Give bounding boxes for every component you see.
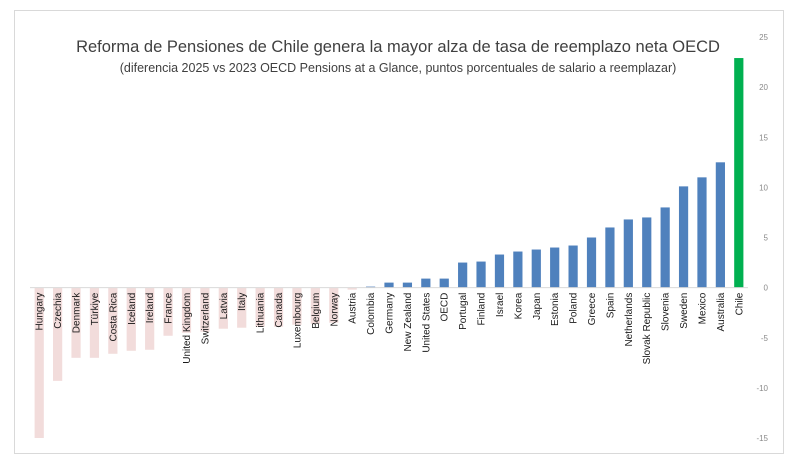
y-tick-label: 10 — [759, 183, 768, 192]
bar-luxembourg — [292, 287, 302, 325]
category-label-portugal: Portugal — [458, 293, 469, 330]
bar-lithuania — [255, 287, 265, 327]
y-tick-label: 0 — [764, 284, 769, 293]
bar-poland — [568, 245, 578, 288]
category-label-chile: Chile — [734, 292, 745, 315]
category-labels: Hungary Czechia Denmark Türkiye Costa Rica Ic… — [35, 292, 746, 365]
category-label-belgium: Belgium — [311, 293, 322, 329]
bar-norway — [329, 287, 339, 323]
category-label-slovak-republic: Slovak Republic — [642, 293, 653, 365]
category-label-sweden: Sweden — [679, 293, 690, 329]
category-label-finland: Finland — [477, 293, 488, 326]
bar-ireland — [145, 287, 155, 350]
y-tick-label: -10 — [756, 384, 768, 393]
category-label-new-zealand: New Zealand — [403, 293, 414, 352]
bar-mexico — [697, 177, 707, 288]
category-label-poland: Poland — [569, 293, 580, 324]
bar-chile — [734, 58, 744, 288]
category-label-slovenia: Slovenia — [661, 292, 672, 331]
bar-germany — [384, 282, 394, 288]
bar-latvia — [218, 287, 228, 329]
category-label-united-states: United States — [421, 293, 432, 353]
y-tick-label: -15 — [756, 434, 768, 443]
bar-hungary — [34, 287, 44, 439]
bar-slovenia — [660, 207, 670, 288]
bar-japan — [531, 249, 541, 288]
category-label-japan: Japan — [532, 293, 543, 320]
y-tick-label: 15 — [759, 133, 768, 142]
category-label-austria: Austria — [348, 292, 359, 324]
category-label-greece: Greece — [587, 292, 598, 325]
bar-spain — [605, 227, 615, 288]
category-label-canada: Canada — [274, 292, 285, 327]
category-label-mexico: Mexico — [697, 292, 708, 324]
category-label-lithuania: Lithuania — [256, 292, 267, 333]
category-label-netherlands: Netherlands — [624, 293, 635, 347]
category-label-costa-rica: Costa Rica — [108, 292, 119, 341]
bar-united-kingdom — [181, 287, 192, 333]
category-label-norway: Norway — [329, 293, 340, 327]
bar-switzerland — [200, 287, 210, 332]
category-label-italy: Italy — [237, 293, 248, 311]
category-label-united-kingdom: United Kingdom — [182, 293, 193, 364]
category-label-australia: Australia — [716, 292, 727, 331]
category-label-luxembourg: Luxembourg — [292, 293, 303, 349]
bar-greece — [586, 237, 597, 288]
bar-belgium — [310, 287, 320, 324]
category-label-latvia: Latvia — [219, 292, 230, 319]
bar-finland — [476, 261, 486, 288]
bar-united-states — [421, 278, 431, 288]
bar-austria — [347, 287, 357, 290]
bar-sweden — [678, 186, 689, 288]
chart-subtitle: (diferencia 2025 vs 2023 OECD Pensions a… — [119, 61, 677, 75]
category-label-denmark: Denmark — [72, 292, 83, 334]
bar-denmark — [71, 287, 81, 358]
category-label-korea: Korea — [513, 292, 524, 319]
bar-new-zealand — [402, 282, 413, 288]
chart-frame — [14, 10, 784, 454]
category-label-spain: Spain — [605, 293, 616, 319]
bar-canada — [273, 287, 284, 327]
bar-costa-rica — [108, 287, 118, 354]
chart-title: Reforma de Pensiones de Chile genera la … — [76, 38, 720, 56]
category-label-france: France — [164, 292, 175, 324]
bar-iceland — [126, 287, 136, 351]
category-label-hungary: Hungary — [35, 293, 46, 331]
bar-israel — [494, 254, 505, 288]
bar-france — [163, 287, 173, 336]
category-label-oecd: OECD — [440, 293, 451, 322]
bar-italy — [237, 287, 247, 328]
bar-czechia — [53, 287, 63, 381]
category-label-iceland: Iceland — [127, 293, 138, 325]
category-label-germany: Germany — [385, 293, 396, 334]
bar-oecd — [439, 278, 449, 288]
y-tick-label: 5 — [764, 234, 769, 243]
bar-slovak-republic — [642, 217, 652, 288]
category-label-colombia: Colombia — [366, 292, 377, 335]
y-tick-label: -5 — [761, 334, 769, 343]
category-label-estonia: Estonia — [550, 292, 561, 326]
y-tick-label: 25 — [759, 33, 768, 42]
category-label-israel: Israel — [495, 293, 506, 317]
category-label-czechia: Czechia — [53, 292, 64, 329]
bar-korea — [513, 251, 523, 288]
bars-group — [34, 58, 744, 439]
bar-t-rkiye — [89, 287, 100, 358]
category-label-switzerland: Switzerland — [200, 293, 211, 345]
bar-netherlands — [623, 219, 633, 288]
bar-portugal — [458, 262, 468, 288]
category-label-ireland: Ireland — [145, 293, 156, 324]
bar-estonia — [550, 247, 560, 288]
y-tick-label: 20 — [759, 83, 768, 92]
y-axis-ticks: -15 -10 -5 0 5 10 15 20 25 — [756, 33, 768, 443]
category-label-t-rkiye: Türkiye — [90, 292, 101, 325]
bar-australia — [715, 162, 725, 288]
